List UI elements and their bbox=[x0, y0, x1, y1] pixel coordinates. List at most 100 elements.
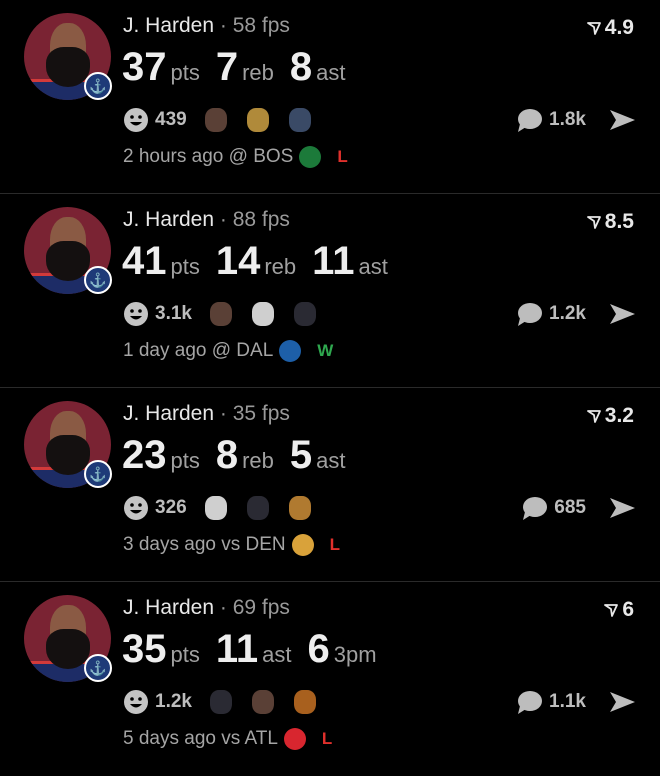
comments-button[interactable]: 1.8k bbox=[515, 107, 586, 133]
stat-unit: pts bbox=[170, 254, 200, 279]
share-send-icon[interactable] bbox=[608, 108, 636, 132]
comment-bubble-icon bbox=[518, 303, 543, 326]
share-send-icon[interactable] bbox=[608, 690, 636, 714]
comment-count: 1.2k bbox=[549, 303, 586, 324]
nuggets-logo-icon bbox=[291, 534, 314, 556]
stat-value: 35 bbox=[122, 627, 167, 671]
smiley-icon[interactable] bbox=[123, 107, 149, 133]
stat-value: 8 bbox=[289, 45, 313, 89]
stat-value: 23 bbox=[122, 433, 167, 477]
comments-button[interactable]: 1.2k bbox=[515, 301, 586, 327]
reaction-count: 326 bbox=[155, 497, 187, 518]
harden-emoji-icon[interactable] bbox=[209, 302, 232, 326]
game-time-opponent: 1 day ago @ DAL bbox=[123, 340, 274, 361]
post-card[interactable]: ⚓ J. Harden · 88 fps 8.5 41 pts 14 reb 11 ast… bbox=[0, 194, 660, 388]
stat-unit: pts bbox=[170, 60, 200, 85]
reactions[interactable]: 439 bbox=[123, 107, 325, 133]
goat-emoji-icon[interactable] bbox=[251, 302, 274, 326]
reaction-count: 439 bbox=[155, 109, 187, 130]
hawks-logo-icon bbox=[283, 728, 306, 750]
post-card[interactable]: ⚓ J. Harden · 58 fps 4.9 37 pts 7 reb 8 ast 4… bbox=[0, 0, 660, 194]
stat-line: 23 pts 8 reb 5 ast bbox=[122, 433, 362, 478]
team-badge-icon: ⚓ bbox=[84, 654, 112, 682]
stat-line: 35 pts 11 ast 6 3pm bbox=[122, 627, 393, 672]
reactions[interactable]: 326 bbox=[123, 495, 325, 521]
player-name[interactable]: J. Harden bbox=[123, 208, 215, 231]
comment-count: 1.8k bbox=[549, 109, 586, 130]
comment-bubble-icon bbox=[518, 109, 543, 132]
bald-face-emoji-icon[interactable] bbox=[246, 108, 269, 132]
game-result: L bbox=[321, 729, 333, 748]
fps-value: 35 fps bbox=[232, 402, 290, 425]
comment-bubble-icon bbox=[523, 497, 548, 520]
rating: 6 bbox=[604, 598, 634, 622]
stat-value: 7 bbox=[215, 45, 239, 89]
game-time-opponent: 2 hours ago @ BOS bbox=[123, 146, 294, 167]
game-result: L bbox=[337, 147, 348, 166]
player-name[interactable]: J. Harden bbox=[123, 14, 215, 37]
stat-unit: ast bbox=[358, 254, 388, 279]
team-badge-icon: ⚓ bbox=[84, 266, 112, 294]
smiley-icon[interactable] bbox=[123, 495, 149, 521]
stat-unit: ast bbox=[316, 60, 346, 85]
stat-unit: ast bbox=[316, 448, 346, 473]
stat-value: 37 bbox=[122, 45, 167, 89]
rating-flag-icon bbox=[586, 216, 601, 229]
reactions[interactable]: 3.1k bbox=[123, 301, 330, 327]
stat-value: 14 bbox=[215, 239, 261, 283]
rating-flag-icon bbox=[586, 22, 601, 35]
stat-unit: pts bbox=[170, 642, 200, 667]
comments-button[interactable]: 685 bbox=[520, 495, 586, 521]
stat-unit: ast bbox=[262, 642, 292, 667]
hooded-emoji-icon[interactable] bbox=[293, 302, 316, 326]
celtics-logo-icon bbox=[299, 146, 322, 168]
game-result: W bbox=[317, 341, 334, 360]
rating-flag-icon bbox=[604, 604, 619, 617]
trophy-emoji-icon[interactable] bbox=[288, 108, 311, 132]
stat-unit: reb bbox=[242, 448, 274, 473]
post-card[interactable]: ⚓ J. Harden · 69 fps 6 35 pts 11 ast 6 3pm 1.… bbox=[0, 582, 660, 776]
cake-emoji-icon[interactable] bbox=[293, 690, 316, 714]
fps-value: 58 fps bbox=[232, 14, 290, 37]
comment-count: 1.1k bbox=[549, 691, 586, 712]
harden-emoji-icon[interactable] bbox=[204, 108, 227, 132]
rating: 3.2 bbox=[586, 404, 634, 428]
stat-line: 37 pts 7 reb 8 ast bbox=[122, 45, 362, 90]
comment-count: 685 bbox=[554, 497, 586, 518]
goat-emoji-icon[interactable] bbox=[204, 496, 227, 520]
stat-value: 41 bbox=[122, 239, 167, 283]
share-send-icon[interactable] bbox=[608, 302, 636, 326]
monkey-emoji-icon[interactable] bbox=[288, 496, 311, 520]
player-name[interactable]: J. Harden bbox=[123, 402, 215, 425]
rating-flag-icon bbox=[586, 410, 601, 423]
stat-line: 41 pts 14 reb 11 ast bbox=[122, 239, 404, 284]
reaction-count: 1.2k bbox=[155, 691, 192, 712]
harden-emoji-icon[interactable] bbox=[251, 690, 274, 714]
reactions[interactable]: 1.2k bbox=[123, 689, 330, 715]
stat-unit: 3pm bbox=[333, 642, 377, 667]
comments-button[interactable]: 1.1k bbox=[515, 689, 586, 715]
comment-bubble-icon bbox=[518, 691, 543, 714]
stat-unit: pts bbox=[170, 448, 200, 473]
smiley-icon[interactable] bbox=[123, 689, 149, 715]
stat-unit: reb bbox=[242, 60, 274, 85]
game-time-opponent: 3 days ago vs DEN bbox=[123, 534, 286, 555]
game-time-opponent: 5 days ago vs ATL bbox=[123, 728, 278, 749]
player-name[interactable]: J. Harden bbox=[123, 596, 215, 619]
smiley-icon[interactable] bbox=[123, 301, 149, 327]
share-send-icon[interactable] bbox=[608, 496, 636, 520]
stat-value: 11 bbox=[312, 239, 355, 283]
player-avatar[interactable] bbox=[24, 401, 111, 488]
hooded-emoji-icon[interactable] bbox=[209, 690, 232, 714]
rating: 4.9 bbox=[586, 16, 634, 40]
stat-value: 6 bbox=[307, 627, 330, 671]
reaction-count: 3.1k bbox=[155, 303, 192, 324]
hooded-emoji-icon[interactable] bbox=[246, 496, 269, 520]
rating: 8.5 bbox=[586, 210, 634, 234]
stat-unit: reb bbox=[264, 254, 297, 279]
stat-value: 8 bbox=[215, 433, 239, 477]
stat-value: 11 bbox=[215, 627, 259, 671]
post-card[interactable]: ⚓ J. Harden · 35 fps 3.2 23 pts 8 reb 5 ast 3… bbox=[0, 388, 660, 582]
fps-value: 69 fps bbox=[232, 596, 290, 619]
